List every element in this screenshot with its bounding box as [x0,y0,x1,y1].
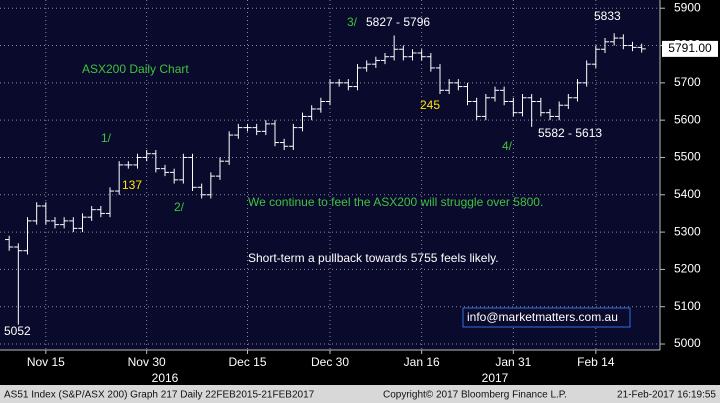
email-box [462,307,631,328]
annotation: 137 [122,178,142,192]
y-tick-label: 5700 [674,75,701,89]
footer-text: 21-Feb-2017 16:19:55 [617,390,716,401]
y-tick-label: 5600 [674,112,701,126]
footer-text: AS51 Index (S&P/ASX 200) Graph 217 Daily… [4,390,315,401]
x-tick-label: Jan 16 [404,355,440,369]
footer-text: Copyright© 2017 Bloomberg Finance L.P. [383,390,567,401]
y-tick-label: 5000 [674,336,701,350]
x-tick-label: Nov 15 [27,355,65,369]
y-tick-label: 5100 [674,299,701,313]
annotation: 5052 [4,324,31,338]
y-tick-label: 5900 [674,0,701,14]
annotation: 4/ [502,139,513,153]
axis-background [660,0,720,385]
year-label: 2016 [152,371,179,385]
y-tick-label: 5500 [674,150,701,164]
annotation: info@marketmatters.com.au [467,310,618,324]
chart-title: ASX200 Daily Chart [82,62,189,76]
last-price-box [662,40,718,57]
annotation: 5827 - 5796 [366,15,430,29]
x-tick-label: Dec 30 [311,355,349,369]
annotation: 2/ [174,200,185,214]
annotation: Short-term a pullback towards 5755 feels… [248,251,499,265]
y-tick-label: 5200 [674,262,701,276]
y-tick-label: 5300 [674,224,701,238]
annotation: 5582 - 5613 [538,126,602,140]
annotation: 5833 [594,9,621,23]
x-tick-label: Dec 15 [228,355,266,369]
annotation: 245 [420,98,440,112]
y-tick-label: 5400 [674,187,701,201]
x-tick-label: Nov 30 [128,355,166,369]
annotation: 1/ [101,131,112,145]
x-tick-label: Jan 31 [495,355,531,369]
annotation: 3/ [347,15,358,29]
plot-background [0,0,660,350]
x-tick-label: Feb 14 [577,355,615,369]
annotation: We continue to feel the ASX200 will stru… [248,195,543,209]
last-price-label: 5791.00 [668,41,712,55]
footer-bar [0,385,720,403]
year-label: 2017 [482,371,509,385]
